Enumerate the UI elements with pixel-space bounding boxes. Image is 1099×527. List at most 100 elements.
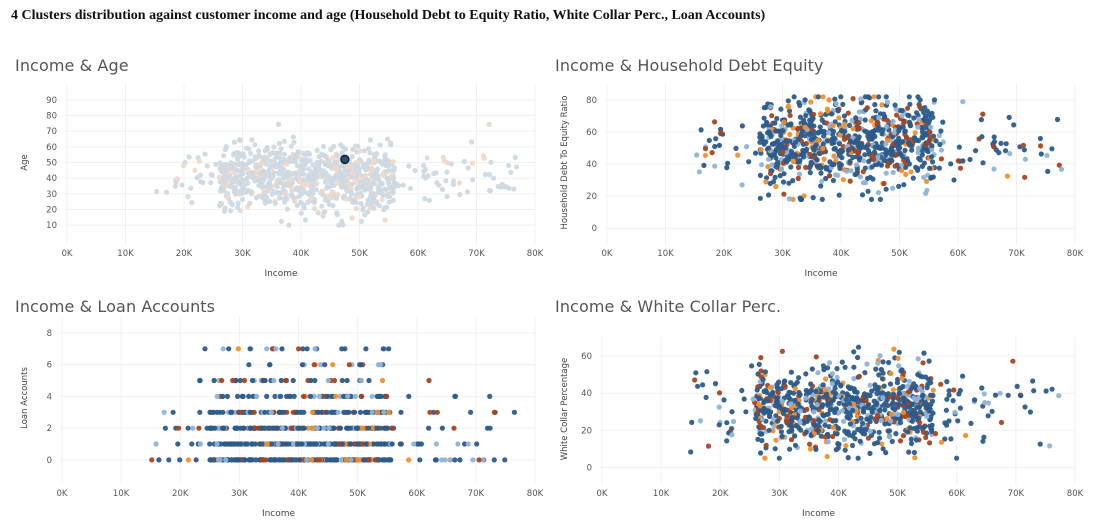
data-point [901, 119, 907, 126]
data-point [247, 409, 253, 415]
data-point [930, 387, 936, 393]
data-point [221, 179, 228, 185]
data-point [277, 195, 283, 201]
data-point [354, 425, 361, 431]
data-point [899, 107, 905, 114]
data-point [825, 439, 831, 445]
data-point [465, 165, 471, 171]
data-point [861, 158, 867, 164]
data-point [314, 425, 321, 431]
data-point [836, 161, 843, 167]
data-point [317, 362, 324, 368]
data-point [295, 149, 301, 155]
data-point [347, 425, 353, 431]
data-point [862, 370, 868, 376]
data-point [398, 441, 404, 447]
data-point [893, 431, 899, 437]
data-point [338, 457, 344, 463]
data-point [278, 377, 284, 384]
data-point [921, 350, 927, 356]
data-point [193, 457, 199, 463]
data-point [1058, 166, 1065, 172]
data-point [296, 346, 302, 352]
data-point [902, 129, 908, 135]
data-point [370, 425, 376, 431]
data-point [834, 374, 840, 380]
data-point [324, 184, 331, 190]
data-point [807, 151, 813, 157]
data-point [188, 185, 194, 191]
data-point [230, 178, 236, 184]
data-point [366, 186, 372, 192]
data-point [780, 149, 786, 155]
data-point [252, 142, 258, 148]
data-point [367, 205, 373, 211]
data-point [896, 390, 902, 396]
data-point [271, 144, 277, 150]
data-point [1022, 174, 1028, 180]
data-point [194, 175, 200, 181]
data-point [309, 187, 315, 193]
x-tick-label: 0K [597, 489, 608, 499]
data-point [862, 117, 868, 123]
data-point [349, 215, 355, 221]
data-point [379, 171, 386, 178]
data-point [921, 160, 927, 166]
data-point [331, 175, 337, 181]
data-point [932, 431, 939, 437]
data-point [386, 409, 392, 415]
data-point [912, 135, 918, 141]
data-point [803, 429, 809, 435]
data-point [830, 123, 836, 129]
data-point [862, 128, 868, 134]
x-tick-label: 40K [293, 249, 310, 259]
data-point [702, 152, 709, 158]
data-point [856, 120, 862, 126]
data-point [474, 441, 480, 447]
data-point [897, 420, 904, 426]
data-point [264, 172, 270, 178]
data-point [878, 417, 884, 424]
data-point [202, 151, 208, 157]
data-point [256, 153, 262, 159]
data-point [267, 362, 273, 368]
data-point [906, 449, 912, 455]
data-point [407, 185, 413, 191]
data-point [807, 165, 813, 171]
data-point [315, 210, 321, 216]
data-point [770, 389, 776, 395]
data-point [758, 423, 764, 429]
data-point [372, 153, 378, 160]
data-point [221, 174, 227, 181]
data-point [339, 377, 345, 384]
data-point [899, 376, 905, 382]
data-point [204, 163, 210, 169]
data-point [758, 147, 764, 153]
data-point [765, 164, 771, 170]
data-point [781, 119, 787, 125]
data-point [488, 159, 494, 165]
data-point [1049, 146, 1055, 152]
data-point [390, 159, 396, 165]
data-point [464, 189, 470, 195]
data-point [219, 185, 225, 191]
data-point [1027, 409, 1033, 415]
data-point [785, 98, 791, 104]
data-point [862, 431, 868, 437]
data-point [380, 192, 386, 198]
data-point [487, 188, 494, 194]
data-point [883, 141, 889, 147]
data-point [303, 156, 309, 162]
highlighted-point[interactable] [340, 154, 350, 165]
data-point [811, 132, 817, 138]
data-point [189, 441, 195, 447]
page-title: 4 Clusters distribution against customer… [11, 8, 766, 23]
data-point [841, 418, 847, 424]
data-point [917, 419, 923, 426]
data-point [917, 386, 923, 392]
data-point [774, 115, 780, 122]
data-point [294, 163, 300, 169]
data-point [765, 145, 772, 151]
data-point [486, 172, 493, 178]
data-point [196, 158, 202, 164]
